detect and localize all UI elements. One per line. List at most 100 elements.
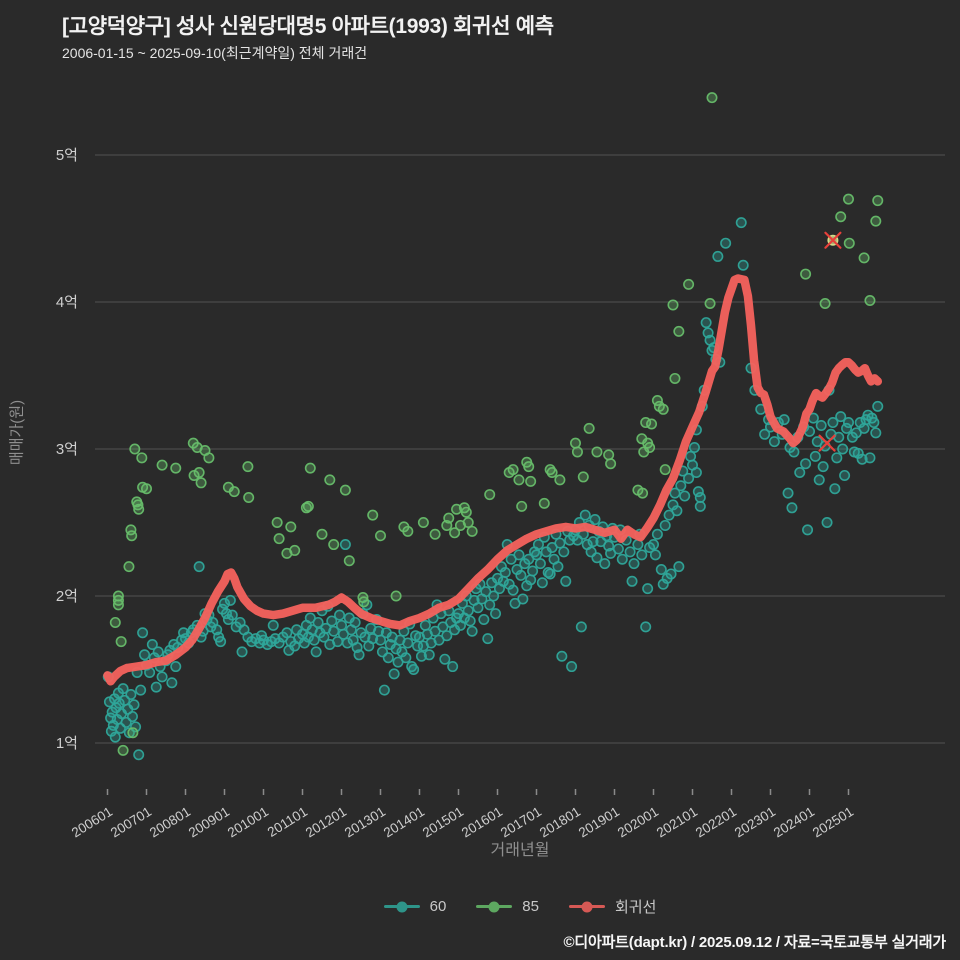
data-point-85 <box>657 403 669 415</box>
data-point-60 <box>126 711 138 723</box>
data-point-60 <box>720 237 732 249</box>
data-point-60 <box>800 458 812 470</box>
y-tick-label: 2억 <box>56 588 78 605</box>
data-point-60 <box>484 599 496 611</box>
data-point-60 <box>544 568 556 580</box>
data-point-60 <box>281 627 293 639</box>
data-point-60 <box>683 472 695 484</box>
data-point-60 <box>515 569 527 581</box>
data-point-85 <box>302 500 314 512</box>
data-point-60 <box>692 486 704 498</box>
data-point-60 <box>382 652 394 664</box>
data-point-60 <box>156 671 168 683</box>
x-tick-label: 201401 <box>381 804 427 841</box>
data-point-60 <box>833 431 845 443</box>
data-point-60 <box>560 575 572 587</box>
data-point-60 <box>813 474 825 486</box>
data-point-85 <box>136 452 148 464</box>
data-point-85 <box>443 512 455 524</box>
data-point-60 <box>566 661 578 673</box>
data-point-85 <box>126 530 138 542</box>
data-point-85 <box>358 596 370 608</box>
data-point-60 <box>737 259 749 271</box>
data-point-85 <box>203 452 215 464</box>
data-point-60 <box>558 546 570 558</box>
y-tick-label: 1억 <box>56 735 78 752</box>
data-point-60 <box>788 446 800 458</box>
data-point-60 <box>642 583 654 595</box>
data-point-60 <box>341 637 353 649</box>
data-point-85 <box>667 299 679 311</box>
data-point-60 <box>700 317 712 329</box>
data-point-85 <box>324 474 336 486</box>
data-point-85 <box>460 506 472 518</box>
data-point-60 <box>872 400 884 412</box>
data-point-60 <box>817 461 829 473</box>
data-point-60 <box>353 649 365 661</box>
data-point-85 <box>195 477 207 489</box>
page-title: [고양덕양구] 성사 신원당대명5 아파트(1993) 회귀선 예측 <box>62 15 554 38</box>
data-point-60 <box>694 500 706 512</box>
data-point-60 <box>628 558 640 570</box>
y-axis-title: 매매가(원) <box>8 399 26 466</box>
data-point-60 <box>125 688 137 700</box>
data-point-60 <box>655 564 667 576</box>
x-tick-label: 201501 <box>420 804 466 841</box>
data-point-60 <box>178 627 190 639</box>
data-point-60 <box>326 615 338 627</box>
data-point-85 <box>316 528 328 540</box>
chart-legend: 60 85 회귀선 <box>95 896 945 917</box>
data-point-60 <box>616 553 628 565</box>
data-point-60 <box>782 487 794 499</box>
data-point-60 <box>236 646 248 658</box>
y-tick-label: 5억 <box>56 147 78 164</box>
data-point-60 <box>735 217 747 229</box>
data-point-60 <box>219 597 231 609</box>
data-point-85 <box>285 521 297 533</box>
data-point-60 <box>166 677 178 689</box>
y-tick-label: 3억 <box>56 441 78 458</box>
data-point-60 <box>659 519 671 531</box>
data-point-60 <box>575 621 587 633</box>
data-point-60 <box>636 549 648 561</box>
data-point-60 <box>870 427 882 439</box>
regression-line <box>103 274 883 686</box>
data-point-85 <box>644 442 656 454</box>
data-point-60 <box>137 627 149 639</box>
data-point-85 <box>523 461 535 473</box>
data-point-85 <box>569 437 581 449</box>
legend-item-60: 60 <box>383 898 446 915</box>
data-point-60 <box>472 602 484 614</box>
data-point-60 <box>591 552 603 564</box>
x-tick-label: 201001 <box>225 804 271 841</box>
data-point-60 <box>499 566 511 578</box>
data-point-60 <box>447 661 459 673</box>
data-point-60 <box>530 549 542 561</box>
data-point-60 <box>665 568 677 580</box>
data-point-60 <box>768 436 780 448</box>
x-tick-label: 202201 <box>693 804 739 841</box>
data-point-60 <box>690 467 702 479</box>
data-point-60 <box>312 616 324 628</box>
data-point-85 <box>554 474 566 486</box>
data-point-60 <box>139 649 151 661</box>
data-point-85 <box>374 530 386 542</box>
legend-label: 회귀선 <box>614 899 657 916</box>
data-point-85 <box>484 489 496 501</box>
data-point-85 <box>507 464 519 476</box>
data-point-60 <box>675 480 687 492</box>
cancelled-transaction-x-icon <box>818 434 836 452</box>
x-tick-label: 201101 <box>265 804 310 840</box>
data-point-60 <box>671 505 683 517</box>
data-point-85 <box>390 590 402 602</box>
data-point-60 <box>599 558 611 570</box>
data-point-60 <box>152 646 164 658</box>
data-point-85 <box>328 539 340 551</box>
data-point-60 <box>786 502 798 514</box>
x-tick-label: 202001 <box>615 804 661 841</box>
data-point-60 <box>856 453 868 465</box>
data-point-85 <box>109 616 121 628</box>
data-point-60 <box>415 650 427 662</box>
data-point-85 <box>271 516 283 528</box>
data-point-85 <box>141 483 153 495</box>
